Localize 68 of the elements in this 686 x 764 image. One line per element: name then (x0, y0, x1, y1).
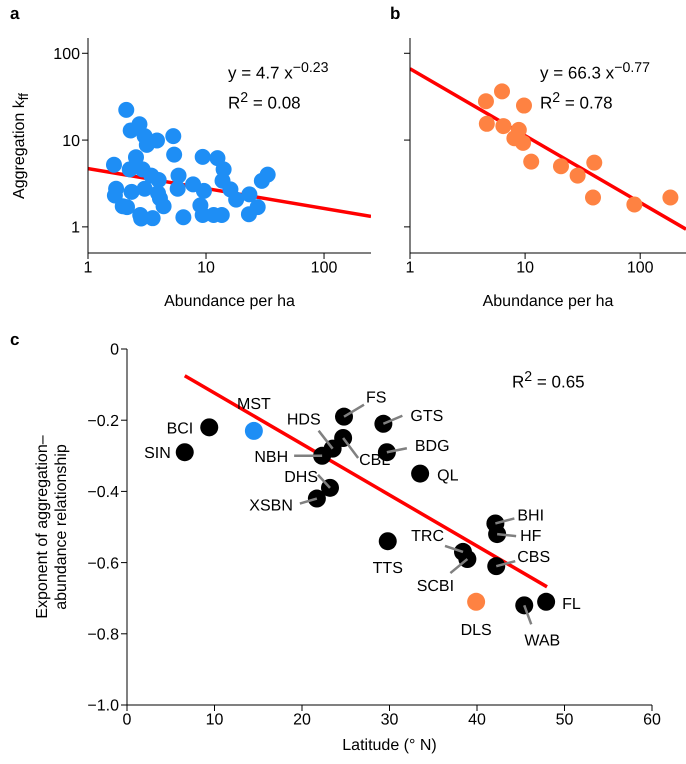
x-tick-label: 10 (516, 259, 534, 276)
x-tick-label: 10 (197, 259, 216, 276)
annotation: CBS (517, 549, 550, 566)
point (515, 596, 534, 614)
annotation: WAB (524, 632, 560, 650)
point (378, 532, 397, 550)
x-axis-title: Abundance per ha (482, 293, 614, 311)
x-tick-label: 30 (380, 711, 398, 728)
x-tick-label: 50 (556, 711, 574, 728)
annotation: BDG (414, 438, 450, 456)
annotation: BCI (166, 420, 194, 438)
annotation: DHS (284, 468, 318, 486)
annotation: R$^{2}$ = 0.08 (228, 88, 302, 114)
annotation: FS (366, 390, 386, 407)
chart-title: b (390, 4, 400, 24)
y-axis-title: Exponent of aggregation–abundance relationship (33, 434, 71, 621)
annotation: y = 66.3 x$^{−0.77}$ (540, 59, 650, 85)
annotation: XSBN (249, 498, 293, 515)
chart-title: c (10, 330, 20, 350)
annotation: TRC (411, 528, 444, 545)
annotation: QL (437, 468, 459, 485)
point (411, 464, 430, 483)
y-tick-label: −1.0 (87, 698, 120, 715)
point (335, 408, 353, 426)
annotation: NBH (254, 448, 288, 466)
point (487, 557, 506, 576)
x-tick-label: 100 (626, 259, 654, 276)
x-tick-label: 0 (122, 711, 132, 728)
annotation: FL (562, 596, 581, 613)
y-tick-label: 10 (62, 132, 80, 150)
point (467, 592, 486, 611)
y-tick-label: −0.6 (87, 555, 120, 572)
point (244, 422, 263, 440)
chart-title: a (10, 4, 20, 24)
point (374, 414, 392, 433)
point (537, 592, 556, 611)
y-tick-label: 100 (53, 46, 80, 63)
y-tick-label: 0 (110, 342, 120, 359)
x-tick-label: 60 (643, 711, 661, 728)
point (176, 443, 194, 462)
annotation: R$^{2}$ = 0.78 (540, 88, 614, 114)
annotation: GTS (410, 408, 444, 425)
x-axis-title: Abundance per ha (163, 293, 296, 311)
annotation: SCBI (416, 578, 454, 596)
y-tick-label: 1 (71, 220, 80, 237)
x-axis-title: Latitude (° N) (341, 737, 438, 755)
x-tick-label: 1 (406, 259, 415, 276)
annotation: DLS (460, 622, 492, 639)
point (313, 446, 332, 465)
y-tick-label: −0.2 (87, 412, 120, 430)
annotation: TTS (372, 560, 403, 578)
annotation: R$^{2}$ = 0.65 (512, 368, 585, 394)
annotation: HDS (286, 412, 321, 429)
x-tick-label: 100 (310, 259, 338, 276)
point (334, 429, 352, 447)
point (458, 550, 476, 568)
annotation: SIN (144, 445, 171, 462)
x-tick-label: 10 (206, 711, 224, 728)
x-tick-label: 20 (293, 711, 311, 728)
y-tick-label: −0.4 (87, 484, 120, 502)
point (200, 418, 218, 436)
annotation: y = 4.7 x$^{−0.23}$ (228, 59, 329, 85)
x-tick-label: 40 (468, 711, 486, 728)
point (308, 490, 326, 508)
annotation: MST (236, 396, 271, 413)
annotation: BHI (517, 507, 544, 524)
y-tick-label: −0.8 (87, 626, 120, 644)
annotation: HF (520, 528, 542, 546)
